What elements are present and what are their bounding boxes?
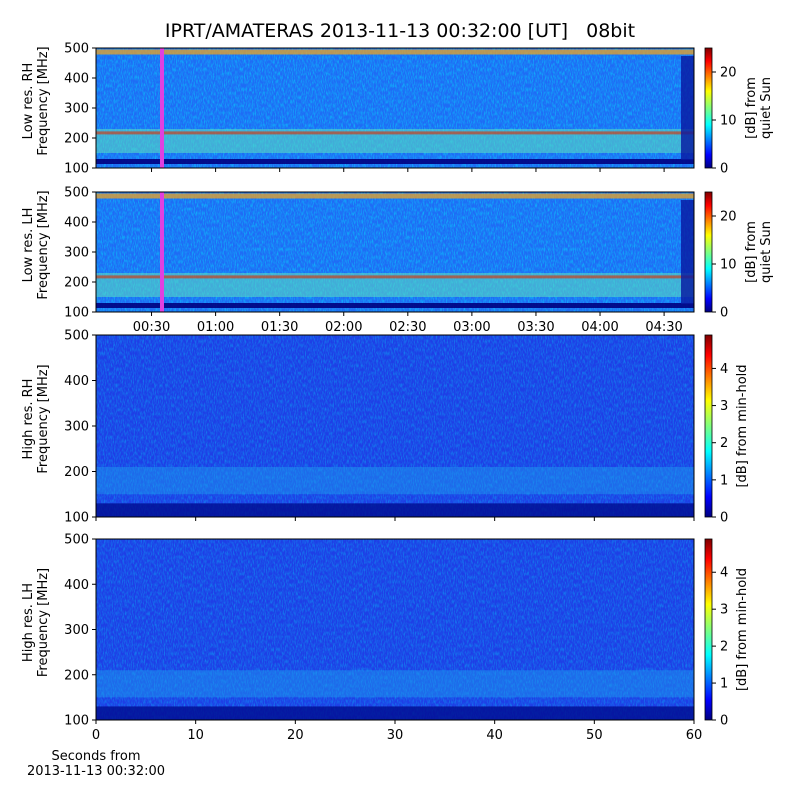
colorbar-tick-label: 0 <box>720 714 728 729</box>
x-tick-label: 03:30 <box>517 320 554 335</box>
spectrogram-noise <box>96 335 694 517</box>
colorbar-tick-label: 4 <box>720 362 728 377</box>
colorbar-label: [dB] fromquiet Sun <box>744 221 774 283</box>
y-tick-label: 400 <box>64 216 89 231</box>
band <box>96 159 694 164</box>
y-tick-label: 200 <box>64 465 89 480</box>
y-tick-label: 100 <box>64 306 89 321</box>
x-tick-label: 0 <box>92 728 100 743</box>
x-tick-label: 03:00 <box>453 320 490 335</box>
y-tick-label: 400 <box>64 72 89 87</box>
colorbar-label: [dB] from min-hold <box>735 568 750 691</box>
y-tick-label: 500 <box>64 533 89 548</box>
x-tick-label: 30 <box>387 728 404 743</box>
y-axis-label: High res. RHFrequency [MHz] <box>21 364 51 473</box>
band <box>160 48 164 168</box>
y-tick-label: 400 <box>64 578 89 593</box>
colorbar-tick-label: 20 <box>720 210 737 225</box>
y-tick-label: 200 <box>64 132 89 147</box>
colorbar-tick-label: 0 <box>720 306 728 321</box>
colorbar-tick-label: 10 <box>720 114 737 129</box>
y-tick-label: 300 <box>64 246 89 261</box>
x-tick-label: 40 <box>486 728 503 743</box>
x-tick-label: 04:00 <box>581 320 618 335</box>
colorbar-tick-label: 2 <box>720 436 728 451</box>
x-tick-label: 02:00 <box>325 320 362 335</box>
x-tick-label: 50 <box>586 728 603 743</box>
y-tick-label: 300 <box>64 623 89 638</box>
y-tick-label: 100 <box>64 511 89 526</box>
x-tick-label: 01:00 <box>197 320 234 335</box>
colorbar <box>704 191 713 313</box>
colorbar <box>704 538 713 721</box>
y-tick-label: 100 <box>64 162 89 177</box>
band <box>681 200 694 304</box>
colorbar <box>704 334 713 518</box>
colorbar-tick-label: 3 <box>720 603 728 618</box>
colorbar-label: [dB] fromquiet Sun <box>744 77 774 139</box>
band <box>96 49 694 55</box>
y-tick-label: 400 <box>64 374 89 389</box>
spectrogram-noise <box>96 539 694 720</box>
colorbar-tick-label: 2 <box>720 640 728 655</box>
colorbar-tick-label: 20 <box>720 66 737 81</box>
band <box>681 56 694 160</box>
colorbar <box>704 47 713 169</box>
x-tick-label: 01:30 <box>261 320 298 335</box>
colorbar-tick-label: 0 <box>720 511 728 526</box>
colorbar-tick-label: 0 <box>720 162 728 177</box>
x-tick-label: 10 <box>187 728 204 743</box>
y-axis-label: Low res. RHFrequency [MHz] <box>21 46 51 155</box>
y-axis-label: High res. LHFrequency [MHz] <box>21 568 51 677</box>
x-tick-label: 04:30 <box>645 320 682 335</box>
band <box>96 670 694 698</box>
y-tick-label: 500 <box>64 42 89 57</box>
band <box>96 466 694 495</box>
chart-title: IPRT/AMATERAS 2013-11-13 00:32:00 [UT] 0… <box>165 20 635 42</box>
y-tick-label: 300 <box>64 102 89 117</box>
x-tick-label: 60 <box>686 728 703 743</box>
x-tick-label: 00:30 <box>133 320 170 335</box>
colorbar-tick-label: 3 <box>720 399 728 414</box>
y-axis-label: Low res. LHFrequency [MHz] <box>21 190 51 299</box>
band <box>160 192 164 312</box>
band <box>96 503 694 517</box>
colorbar-tick-label: 10 <box>720 258 737 273</box>
y-tick-label: 500 <box>64 329 89 344</box>
band <box>96 193 694 199</box>
x-tick-label: 02:30 <box>389 320 426 335</box>
colorbar-label: [dB] from min-hold <box>735 364 750 487</box>
colorbar-tick-label: 1 <box>720 473 728 488</box>
y-tick-label: 200 <box>64 668 89 683</box>
x-axis-label: Seconds from 2013-11-13 00:32:00 <box>27 749 165 779</box>
x-tick-label: 20 <box>287 728 304 743</box>
band <box>96 706 694 720</box>
y-tick-label: 200 <box>64 276 89 291</box>
y-tick-label: 500 <box>64 186 89 201</box>
colorbar-tick-label: 1 <box>720 677 728 692</box>
band <box>96 131 694 135</box>
y-tick-label: 300 <box>64 420 89 435</box>
band <box>96 275 694 279</box>
colorbar-tick-label: 4 <box>720 566 728 581</box>
band <box>96 303 694 308</box>
y-tick-label: 100 <box>64 714 89 729</box>
